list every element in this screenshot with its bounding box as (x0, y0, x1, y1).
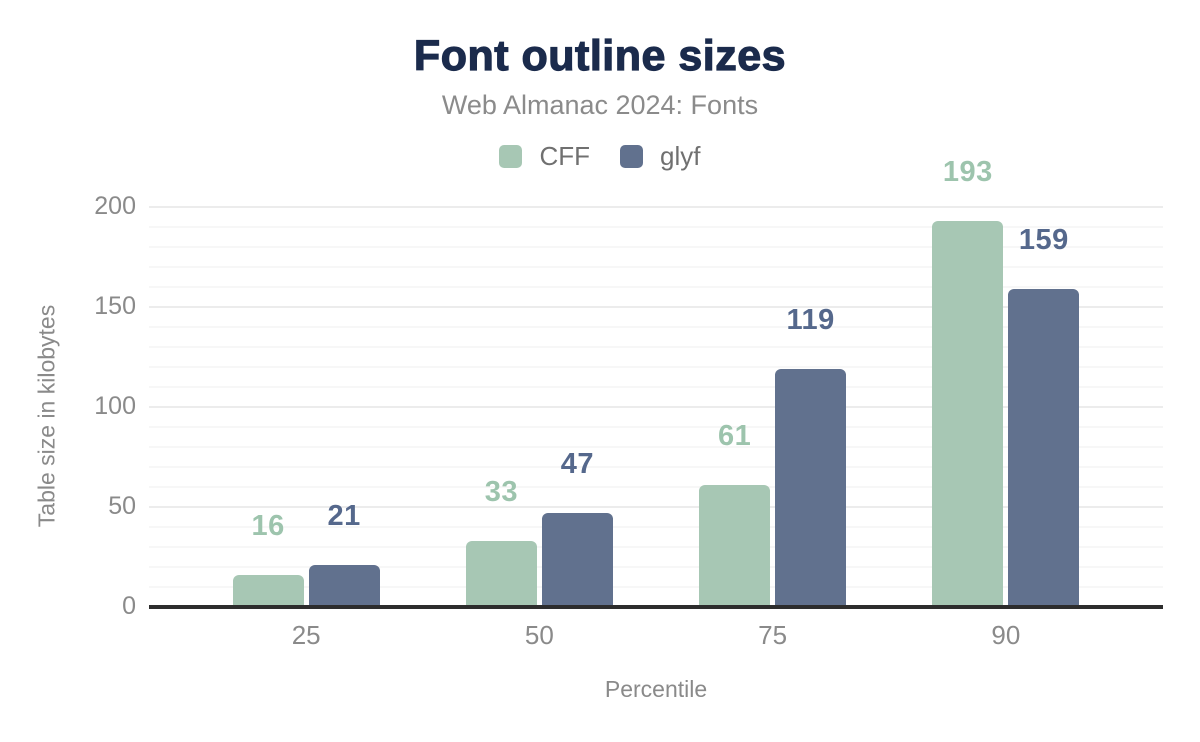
y-tick-label: 200 (94, 192, 136, 220)
gridline (149, 226, 1163, 228)
gridline (149, 546, 1163, 548)
gridline (149, 406, 1163, 408)
bar-glyf-p75 (775, 369, 847, 607)
legend-item-cff: CFF (499, 141, 590, 172)
bar-glyf-p50 (541, 513, 613, 607)
legend-item-glyf: glyf (620, 140, 701, 172)
bar-glyf-p25 (308, 565, 380, 607)
legend-label: glyf (660, 140, 701, 171)
bar-value-label: 16 (251, 510, 285, 542)
x-tick-label: 75 (758, 620, 788, 650)
y-tick-label: 100 (94, 392, 136, 420)
bar-value-label: 193 (942, 156, 993, 188)
gridline (149, 466, 1163, 468)
gridline (149, 426, 1163, 428)
legend-label: CFF (539, 140, 591, 171)
x-axis-line (149, 605, 1163, 609)
x-axis-title: Percentile (604, 676, 708, 702)
gridline (149, 326, 1163, 328)
bar-cff-p50 (465, 541, 537, 607)
bar-value-label: 21 (327, 500, 361, 532)
y-tick-label: 150 (94, 292, 136, 320)
bar-cff-p75 (699, 485, 771, 607)
gridline (149, 386, 1163, 388)
x-tick-label: 25 (291, 620, 321, 650)
gridline (149, 586, 1163, 588)
gridline (149, 206, 1163, 208)
x-tick-label: 90 (991, 620, 1021, 650)
x-tick-label: 50 (524, 620, 554, 650)
plot-area: 16 21 25 33 47 50 61 119 75 193 159 90 (149, 158, 1163, 650)
gridline (149, 506, 1163, 508)
gridline (149, 526, 1163, 528)
bar-cff-p90 (932, 221, 1004, 607)
bar-glyf-p90 (1008, 289, 1080, 607)
y-tick-label: 50 (108, 492, 136, 520)
gridline (149, 346, 1163, 348)
bar-value-label: 159 (1018, 224, 1069, 256)
bar-value-label: 119 (786, 304, 835, 336)
gridline (149, 306, 1163, 308)
gridline (149, 486, 1163, 488)
chart-subtitle: Web Almanac 2024: Fonts (441, 90, 759, 120)
legend-swatch-glyf (620, 144, 644, 168)
gridline (149, 366, 1163, 368)
bar-value-label: 61 (717, 420, 752, 452)
y-tick-label: 0 (122, 592, 136, 620)
gridline (149, 566, 1163, 568)
gridline (149, 286, 1163, 288)
bar-value-label: 47 (560, 448, 595, 480)
chart-title: Font outline sizes (413, 31, 787, 80)
bar-value-label: 33 (484, 476, 519, 508)
legend-swatch-cff (499, 144, 523, 168)
bar-cff-p25 (232, 575, 304, 607)
gridline (149, 446, 1163, 448)
gridline (149, 266, 1163, 268)
gridline (149, 246, 1163, 248)
legend: CFF glyf (0, 140, 1200, 172)
